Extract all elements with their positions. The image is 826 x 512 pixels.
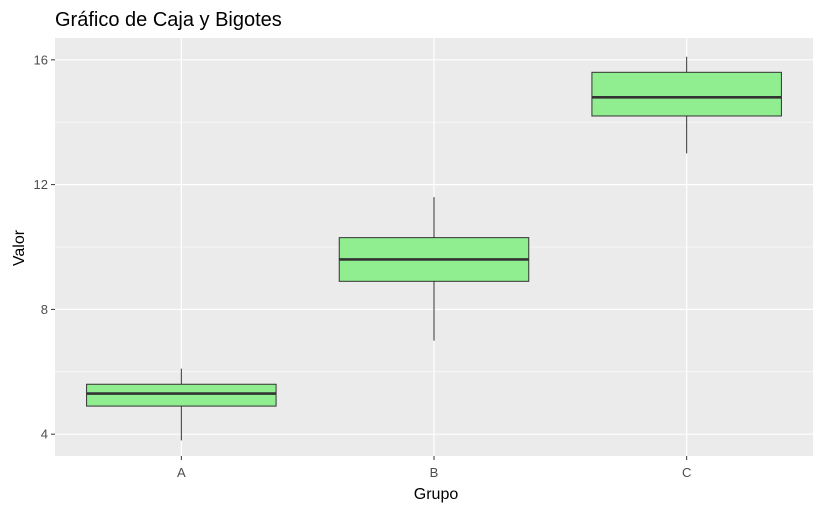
y-axis: 4 8 12 16 — [34, 52, 55, 442]
box-group-b — [338, 197, 530, 341]
y-axis-title: Valor — [11, 229, 28, 266]
x-axis-title: Grupo — [414, 486, 459, 503]
x-tick-label: A — [177, 465, 186, 480]
chart-title: Gráfico de Caja y Bigotes — [55, 9, 282, 31]
x-tick-label: B — [430, 465, 439, 480]
box-group-a — [86, 368, 277, 441]
iqr-box — [86, 383, 277, 407]
box-series — [86, 56, 782, 441]
x-tick-label: C — [682, 465, 691, 480]
iqr-box — [591, 71, 782, 117]
x-axis: A B C — [177, 456, 691, 480]
box-group-c — [591, 56, 782, 154]
y-tick-label: 4 — [41, 427, 48, 442]
y-tick-label: 8 — [41, 302, 48, 317]
y-tick-label: 12 — [34, 177, 48, 192]
y-tick-label: 16 — [34, 52, 48, 67]
